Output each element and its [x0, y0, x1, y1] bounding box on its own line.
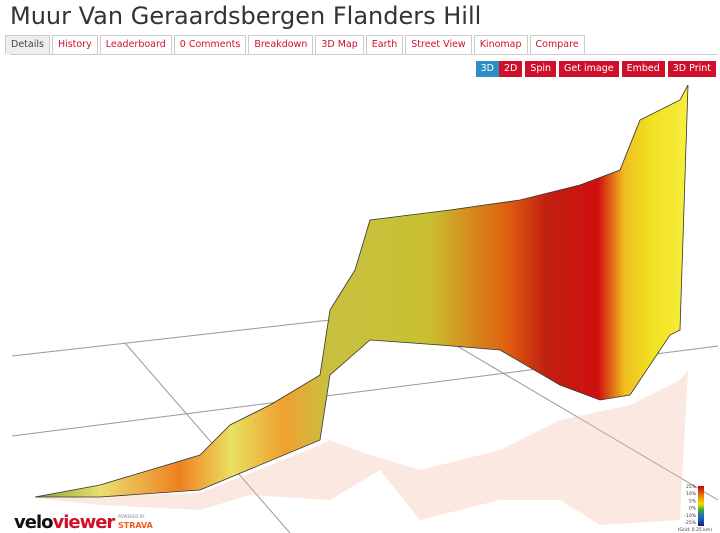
logo-name: veloviewer: [14, 512, 115, 533]
button[interactable]: Embed: [621, 61, 665, 77]
panel: [10, 54, 718, 533]
button[interactable]: 3D: [475, 61, 499, 77]
tab[interactable]: 3D Map: [315, 35, 364, 54]
tab[interactable]: Leaderboard: [99, 35, 172, 54]
toolbar: 3D 2D Spin Get image Embed 3D Print: [475, 61, 716, 77]
partner: STRAVA: [118, 521, 154, 530]
tab[interactable]: Details: [5, 35, 50, 54]
legend-label: -25%: [684, 520, 696, 526]
legend-label: 5%: [689, 498, 697, 504]
legend-note: (Grid: 0.25 km): [678, 527, 713, 533]
tab[interactable]: Compare: [529, 35, 585, 54]
legend-label: 10%: [686, 491, 697, 497]
button[interactable]: 3D Print: [667, 61, 716, 77]
legend-label: -10%: [684, 513, 696, 519]
tab[interactable]: Earth: [365, 35, 404, 54]
logo-end: viewer: [52, 512, 115, 533]
button[interactable]: Spin: [525, 61, 557, 77]
tab[interactable]: Kinomap: [473, 35, 528, 54]
tab-bar: Details History Leaderboard 0 Comments Break…: [5, 35, 585, 54]
profile-wall: [34, 84, 689, 498]
powered-by: POWERED BY: [118, 514, 145, 519]
button[interactable]: Get image: [559, 61, 619, 77]
page-title: Muur Van Geraardsbergen Flanders Hill: [10, 2, 482, 30]
logo-start: velo: [14, 512, 53, 533]
tab[interactable]: Street View: [405, 35, 472, 54]
tab[interactable]: 0 Comments: [173, 35, 247, 54]
button[interactable]: 2D: [498, 61, 523, 77]
legend-label: 0%: [689, 506, 697, 512]
tab[interactable]: History: [51, 35, 98, 54]
reflection: [35, 370, 688, 525]
legend-color-bar: [698, 486, 704, 526]
legend-label: 25%: [686, 484, 697, 490]
tab[interactable]: Breakdown: [248, 35, 314, 54]
